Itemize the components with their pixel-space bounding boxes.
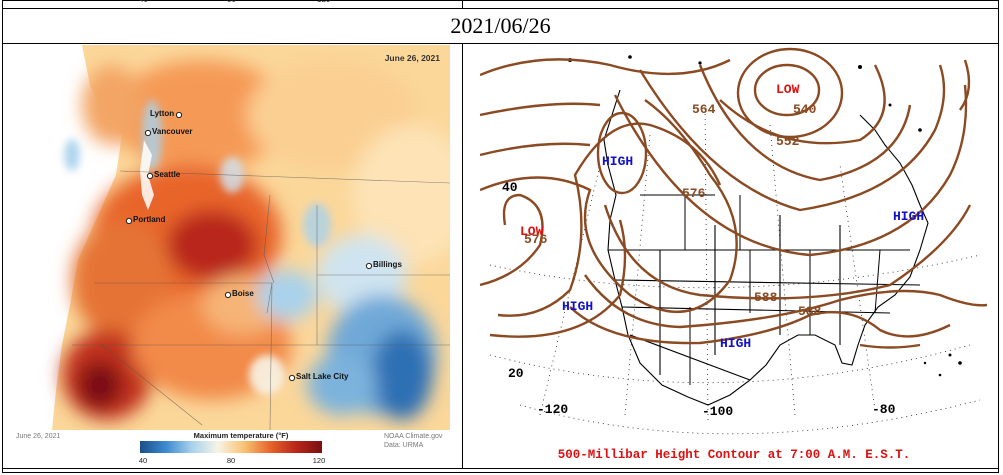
strip-tick: 40 <box>139 0 148 4</box>
city-label: Portland <box>133 215 166 224</box>
pressure-centers: HIGH HIGH HIGH HIGH LOW LOW <box>520 82 924 351</box>
column-divider <box>462 44 463 468</box>
city-boise: Boise <box>224 289 254 299</box>
contour-label: 552 <box>776 134 800 149</box>
city-label: Salt Lake City <box>296 372 349 381</box>
high-center: HIGH <box>893 209 924 224</box>
city-salt-lake-city: Salt Lake City <box>288 372 349 382</box>
top-strip: 40 80 120 <box>3 0 998 9</box>
contour-labels: 564 576 576 588 588 552 540 <box>524 102 822 319</box>
contour-label: 564 <box>692 102 716 117</box>
legend-title: Maximum temperature (°F) <box>194 431 289 440</box>
date-header: 2021/06/26 <box>3 9 998 44</box>
high-center: HIGH <box>562 299 593 314</box>
bottom-rule <box>3 468 998 469</box>
temperature-map: June 26, 2021 Lytton Vancouver Seattle P… <box>12 45 450 467</box>
low-center: LOW <box>520 224 544 239</box>
lat-label: 40 <box>502 180 518 195</box>
city-billings: Billings <box>365 260 402 270</box>
legend-tick: 120 <box>313 456 326 465</box>
lat-label: 20 <box>508 366 524 381</box>
lon-label: -100 <box>702 404 733 419</box>
credit-line-2: Data: URMA <box>384 442 424 449</box>
credit-line-1: NOAA Climate.gov <box>384 433 443 440</box>
islands <box>568 55 962 377</box>
contour-label: 540 <box>793 102 817 117</box>
city-vancouver: Vancouver <box>144 127 192 137</box>
state-borders <box>640 194 881 385</box>
city-seattle: Seattle <box>146 170 181 180</box>
city-lytton: Lytton <box>150 109 183 119</box>
map-caption: 500-Millibar Height Contour at 7:00 A.M.… <box>558 448 911 462</box>
legend-tick: 40 <box>139 456 147 465</box>
height-contour-map: 564 576 576 588 588 552 540 HIGH HIGH HI… <box>480 45 987 467</box>
contour-label: 588 <box>798 304 822 319</box>
temperature-map-svg: June 26, 2021 Lytton Vancouver Seattle P… <box>12 45 450 467</box>
map-date-stamp: June 26, 2021 <box>385 53 441 63</box>
strip-tick: 120 <box>317 0 330 4</box>
axis-labels: -120 -100 -80 40 20 <box>502 180 896 419</box>
city-label: Seattle <box>154 170 181 179</box>
lon-label: -80 <box>872 402 896 417</box>
city-markers: Lytton Vancouver Seattle Portland Boise … <box>125 109 402 382</box>
contour-label: 576 <box>524 232 548 247</box>
lon-label: -120 <box>537 402 568 417</box>
city-label: Billings <box>373 260 402 269</box>
low-center: LOW <box>776 82 800 97</box>
city-label: Boise <box>232 289 254 298</box>
legend-tick: 80 <box>227 456 235 465</box>
height-contour-svg: 564 576 576 588 588 552 540 HIGH HIGH HI… <box>480 47 987 462</box>
graticule <box>489 104 981 435</box>
land-outlines <box>603 89 929 406</box>
city-label: Vancouver <box>152 127 192 136</box>
high-center: HIGH <box>720 336 751 351</box>
contour-label: 588 <box>754 290 778 305</box>
ocean <box>12 45 122 430</box>
contour-label: 576 <box>682 186 706 201</box>
legend-bar <box>140 441 322 453</box>
state-borders <box>72 170 450 431</box>
height-contours <box>480 47 987 349</box>
footer-date: June 26, 2021 <box>16 433 60 440</box>
puget-sound <box>140 140 154 210</box>
city-label: Lytton <box>150 109 174 118</box>
strip-divider <box>462 1 463 8</box>
strip-tick: 80 <box>227 0 236 4</box>
high-center: HIGH <box>602 154 633 169</box>
city-portland: Portland <box>125 215 166 225</box>
